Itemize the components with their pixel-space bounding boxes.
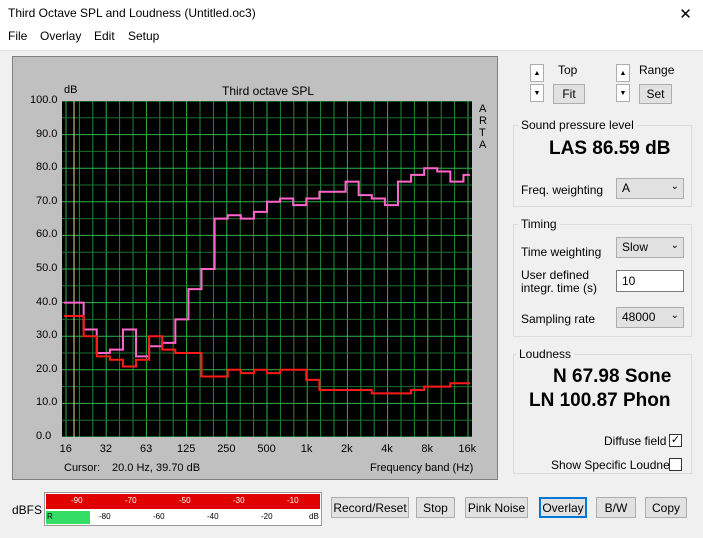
meter-level-bar [46, 511, 90, 524]
meter-tick: -40 [207, 512, 219, 521]
level-meter: -90 -70 -50 -30 -10 R -80 -60 -40 -20 dB [44, 492, 322, 526]
timing-group-title: Timing [518, 217, 560, 231]
x-tick-label: 250 [217, 443, 236, 455]
time-weighting-select[interactable]: Slow ⌄ [616, 237, 684, 258]
series-line-0 [64, 167, 470, 358]
loudness-group-title: Loudness [516, 347, 575, 361]
bw-button[interactable]: B/W [596, 497, 636, 518]
chevron-down-icon: ⌄ [670, 181, 679, 192]
meter-tick: R [47, 512, 53, 521]
menu-setup[interactable]: Setup [128, 29, 160, 43]
close-button[interactable]: ✕ [679, 6, 692, 23]
range-down-button[interactable]: ▼ [616, 84, 630, 102]
chevron-down-icon: ⌄ [670, 240, 679, 251]
arta-letter: T [479, 127, 486, 139]
y-tick-label: 30.0 [36, 329, 58, 342]
y-tick-label: 100.0 [30, 94, 58, 106]
x-tick-label: 125 [177, 443, 196, 455]
top-down-button[interactable]: ▼ [530, 84, 544, 102]
record-reset-button[interactable]: Record/Reset [331, 497, 409, 518]
meter-tick: -10 [287, 496, 299, 505]
pink-noise-button[interactable]: Pink Noise [465, 497, 528, 518]
las-value: LAS 86.59 dB [549, 138, 671, 159]
x-axis-label: Frequency band (Hz) [370, 462, 474, 474]
integr-label-line1: User defined [521, 268, 590, 282]
timing-group [513, 224, 692, 337]
meter-label: dBFS [12, 503, 43, 517]
y-tick-label: 60.0 [36, 228, 58, 241]
y-tick-label: 40.0 [36, 295, 58, 308]
x-tick-label: 8k [421, 443, 434, 455]
sampling-rate-label: Sampling rate [521, 312, 596, 326]
cursor-value: 20.0 Hz, 39.70 dB [112, 462, 201, 474]
sampling-rate-select[interactable]: 48000 ⌄ [616, 307, 684, 328]
meter-tick: -80 [99, 512, 111, 521]
meter-tick: -30 [233, 496, 245, 505]
y-tick-label: 10.0 [36, 396, 58, 409]
range-up-button[interactable]: ▲ [616, 64, 630, 82]
meter-tick: -20 [261, 512, 273, 521]
x-tick-label: 500 [257, 443, 276, 455]
cursor-label: Cursor: [64, 462, 101, 474]
window-title: Third Octave SPL and Loudness (Untitled.… [8, 6, 256, 20]
spl-chart [62, 100, 472, 438]
fit-button[interactable]: Fit [553, 84, 585, 104]
overlay-button[interactable]: Overlay [539, 497, 587, 518]
time-weighting-value: Slow [622, 240, 649, 254]
specific-loudness-label: Show Specific Loudness [551, 458, 682, 472]
freq-weighting-select[interactable]: A ⌄ [616, 178, 684, 199]
chevron-down-icon: ⌄ [670, 310, 679, 321]
meter-tick: -60 [153, 512, 165, 521]
phon-value: LN 100.87 Phon [529, 390, 671, 411]
x-tick-label: 4k [381, 443, 393, 455]
x-tick-label: 63 [140, 443, 153, 455]
y-tick-label: 20.0 [36, 362, 58, 375]
freq-weighting-value: A [622, 181, 631, 195]
top-up-button[interactable]: ▲ [530, 64, 544, 82]
meter-tick: dB [309, 512, 319, 521]
freq-weighting-label: Freq. weighting [521, 183, 604, 197]
integr-label-line2: integr. time (s) [521, 281, 598, 295]
x-tick-label: 1k [300, 443, 313, 455]
y-axis-label: dB [64, 84, 78, 96]
y-tick-label: 90.0 [36, 127, 58, 140]
arta-letter: A [479, 103, 487, 115]
y-tick-label: 0.0 [36, 430, 52, 442]
x-tick-label: 32 [99, 443, 113, 455]
arta-letter: R [479, 115, 487, 127]
y-tick-label: 70.0 [36, 194, 58, 207]
copy-button[interactable]: Copy [645, 497, 687, 518]
diffuse-field-checkbox[interactable]: ✓ [669, 434, 682, 447]
meter-tick: -90 [71, 496, 83, 505]
sampling-rate-value: 48000 [622, 310, 656, 324]
meter-tick: -70 [125, 496, 137, 505]
plot-title: Third octave SPL [222, 84, 315, 98]
arta-letter: A [479, 139, 487, 151]
meter-tick: -50 [179, 496, 191, 505]
diffuse-field-label: Diffuse field [604, 434, 667, 448]
plot-area[interactable] [62, 100, 472, 438]
series-line-1 [64, 315, 470, 395]
range-label: Range [639, 63, 675, 77]
title-bar: Third Octave SPL and Loudness (Untitled.… [0, 0, 703, 28]
x-tick-label: 2k [341, 443, 353, 455]
set-button[interactable]: Set [639, 84, 672, 104]
menu-edit[interactable]: Edit [94, 29, 115, 43]
x-tick-label: 16 [59, 443, 72, 455]
sone-value: N 67.98 Sone [553, 366, 672, 387]
time-weighting-label: Time weighting [521, 245, 602, 259]
menu-overlay[interactable]: Overlay [40, 29, 82, 43]
top-label: Top [558, 63, 578, 77]
menu-bar: File Overlay Edit Setup [0, 28, 703, 48]
spl-group-title: Sound pressure level [518, 118, 637, 132]
y-tick-label: 80.0 [36, 161, 58, 174]
y-tick-label: 50.0 [36, 262, 58, 274]
loudness-group [513, 354, 692, 474]
stop-button[interactable]: Stop [416, 497, 455, 518]
x-tick-label: 16k [458, 443, 477, 455]
specific-loudness-checkbox[interactable] [669, 458, 682, 471]
integr-time-input[interactable]: 10 [616, 270, 684, 292]
menu-file[interactable]: File [8, 29, 28, 43]
meter-peak-bar [46, 494, 320, 509]
